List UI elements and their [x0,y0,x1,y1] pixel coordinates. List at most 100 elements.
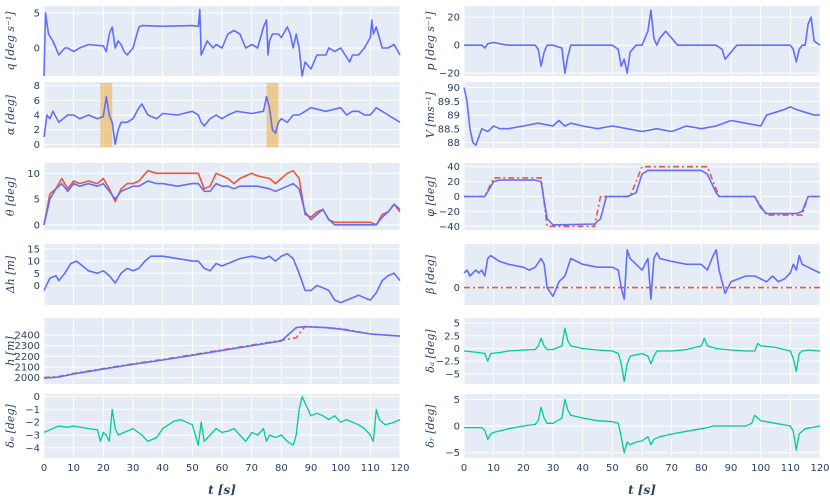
y-tick-label: 5 [34,9,40,20]
y-tick-label: 89 [447,111,460,122]
x-tick-label: 70 [245,463,258,474]
y-tick-label: 5 [34,269,40,280]
x-tick-label: 60 [636,463,649,474]
highlight-band [266,83,279,147]
y-axis-label: α [deg] [4,94,17,135]
x-tick-label: 100 [331,463,350,474]
y-tick-label: 20 [447,177,460,188]
y-axis-label: β [deg] [424,254,437,295]
y-tick-label: −1 [25,405,40,416]
x-tick-label: 80 [695,463,708,474]
y-tick-label: 6 [34,96,40,107]
y-tick-label: 0 [34,281,40,292]
series-line-da [463,327,821,383]
x-tick-label: 40 [576,463,589,474]
y-tick-label: 0 [454,422,460,433]
y-tick-label: 2200 [15,352,40,363]
y-tick-label: −20 [439,69,460,80]
y-tick-label: 88.5 [438,124,460,135]
y-tick-label: −5 [445,369,460,380]
y-axis-label: Δh [m] [4,255,17,294]
series-line-alpha [43,95,401,146]
series-line-beta [463,249,821,300]
y-axis-label: δᵣ [deg] [424,404,437,448]
y-tick-label: 2100 [15,362,40,373]
y-axis-label: p [deg s⁻¹] [424,11,437,71]
x-tick-label: 40 [156,463,169,474]
x-tick-label: 30 [127,463,140,474]
series-line-theta [43,180,401,226]
x-axis-label: t [s] [208,483,236,497]
series-line-q [43,8,401,77]
panel-da: −5−2.5 0 2.55 δₐ [deg] [424,318,821,384]
y-tick-label: −2.5 [436,357,460,368]
x-tick-label: 120 [390,463,409,474]
y-tick-label: 89.5 [438,97,460,108]
x-tick-label: 20 [97,463,110,474]
series-line-phi [464,169,820,226]
y-tick-label: 5 [454,395,460,406]
x-tick-label: 0 [41,463,47,474]
x-axis-label: t [s] [628,483,656,497]
y-tick-label: 10 [27,169,40,180]
x-tick-label: 110 [361,463,380,474]
y-axis-label: θ [deg] [4,176,17,216]
series-line-phi_cmd [464,165,820,228]
highlight-band [100,83,113,147]
x-tick-label: 30 [547,463,560,474]
y-axis-label: V [ms⁻¹] [424,91,437,138]
y-tick-label: −4 [25,443,40,454]
y-tick-label: 0 [454,41,460,52]
x-tick-label: 50 [186,463,199,474]
panel-p: −20 0 20 p [deg s⁻¹] [424,6,821,80]
series-line-dh [43,253,401,304]
y-axis-label: q [deg s⁻¹] [4,11,17,71]
x-tick-label: 110 [781,463,800,474]
y-tick-label: 2300 [15,341,40,352]
y-tick-label: 0 [454,283,460,294]
panel-theta: 0 5 10 θ [deg] [4,163,401,231]
x-tick-label: 50 [606,463,619,474]
y-tick-label: 5 [454,319,460,330]
y-tick-label: 2.5 [444,331,460,342]
y-tick-label: 2000 [15,373,40,384]
y-tick-label: 0 [34,392,40,403]
x-tick-label: 10 [67,463,80,474]
x-tick-label: 70 [665,463,678,474]
y-axis-label: h [m] [4,336,17,366]
series-line-dr [464,398,821,454]
x-tick-label: 90 [725,463,738,474]
panel-q: 0 5 q [deg s⁻¹] [4,6,401,77]
y-tick-label: 4 [34,111,40,122]
panel-de: −4 −3−2 −1 0 δₑ [deg] 0 10 20 30 40 50 60 70 80 90 100 1… [4,392,410,497]
x-tick-label: 10 [487,463,500,474]
series-line-h [43,325,401,379]
y-tick-label: −40 [439,222,460,233]
y-tick-label: 0 [454,344,460,355]
y-tick-label: 0 [34,140,40,151]
y-tick-label: −3 [25,430,40,441]
y-tick-label: 40 [447,162,460,173]
y-tick-label: 10 [27,257,40,268]
series-line-V [463,87,820,146]
y-tick-label: 15 [27,244,40,255]
y-tick-label: 0 [454,192,460,203]
y-axis-label: δₑ [deg] [4,404,17,448]
x-tick-label: 100 [751,463,770,474]
y-tick-label: 8 [34,81,40,92]
panel-phi: −40 −20 0 20 40 φ [deg] [424,162,821,233]
series-line-p [464,9,821,74]
y-tick-label: 5 [34,195,40,206]
y-tick-label: −2 [25,418,40,429]
series-line-theta_cmd [43,169,401,226]
x-tick-label: 60 [216,463,229,474]
y-tick-label: 2 [34,125,40,136]
panel-V: 88 88.5 89 89.5 90 V [ms⁻¹] [424,82,821,149]
y-axis-label: δₐ [deg] [424,329,437,373]
panel-beta: 0 β [deg] [424,244,821,305]
